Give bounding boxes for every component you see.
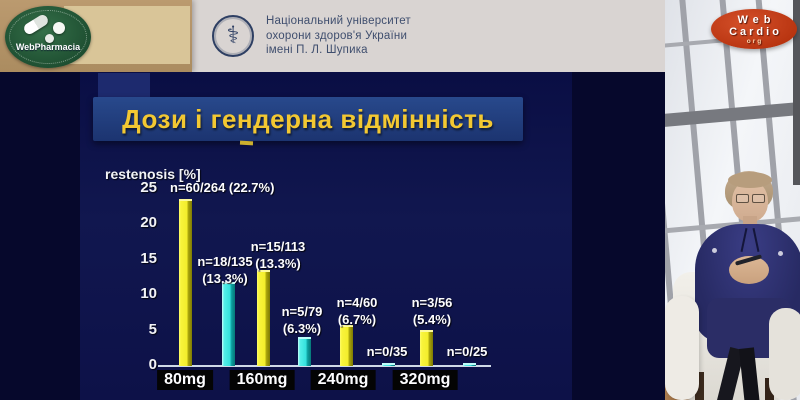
glasses-icon xyxy=(734,194,766,203)
slide-title: Дози і гендерна відмінність xyxy=(122,103,494,134)
bar-240mg-yellow xyxy=(340,325,353,366)
university-emblem-icon: ⚕ xyxy=(212,14,254,57)
webcardio-line2: Cardio xyxy=(729,25,782,38)
chair-armrest xyxy=(665,296,699,400)
top-bar: WebPharmacia ⚕ Національний університет … xyxy=(0,0,665,72)
x-label-80mg: 80mg xyxy=(157,370,213,390)
logo-ring xyxy=(9,10,87,64)
university-name-line2: охорони здоров'я України xyxy=(266,29,408,42)
webpharmacia-area: WebPharmacia xyxy=(0,0,192,72)
webpharmacia-logo-icon: WebPharmacia xyxy=(5,6,91,68)
university-name: Національний університет охорони здоров'… xyxy=(266,14,411,58)
bar-label-240mg-yellow: n=4/60 (6.7%) xyxy=(336,295,378,327)
bar-320mg-yellow xyxy=(420,330,433,366)
brooch xyxy=(712,248,717,253)
bar-80mg-yellow xyxy=(179,199,192,366)
title-artifact xyxy=(239,140,254,146)
bar-label-160mg-cyan: n=5/79 (6.3%) xyxy=(281,304,323,336)
bar-label-240mg-cyan: n=0/35 xyxy=(366,344,408,359)
y-tick-15: 15 xyxy=(140,249,157,267)
webpharmacia-label: WebPharmacia xyxy=(15,42,81,52)
y-tick-10: 10 xyxy=(140,285,157,303)
y-axis-label: restenosis [%] xyxy=(105,166,201,182)
webcardio-logo: Web Cardio org xyxy=(711,9,797,49)
y-tick-5: 5 xyxy=(148,320,157,338)
window-frame-edge xyxy=(793,0,800,185)
bar-160mg-cyan xyxy=(298,337,311,366)
chair-leg xyxy=(695,372,704,400)
x-axis-baseline xyxy=(158,365,491,367)
presenter-hair-fringe xyxy=(728,172,772,188)
presenter-video: Web Cardio org xyxy=(665,0,800,400)
university-name-line1: Національний університет xyxy=(266,15,411,27)
bar-label-160mg-yellow: n=15/113 (13.3%) xyxy=(250,239,306,271)
tablet-pill-icon xyxy=(45,34,54,43)
chair-armrest xyxy=(769,308,800,400)
slide-stage: Дози і гендерна відмінність restenosis [… xyxy=(0,72,665,400)
webcardio-line1: Web xyxy=(737,13,776,26)
bar-80mg-cyan xyxy=(222,282,235,366)
university-logo: ⚕ Національний університет охорони здоро… xyxy=(212,14,411,58)
university-name-line3: імені П. Л. Шупика xyxy=(266,44,368,56)
bar-label-320mg-cyan: n=0/25 xyxy=(446,344,488,359)
plot-area: 25 20 15 10 5 0 n=60/264 (22.7%) n=15/113 (13.3… xyxy=(140,179,493,390)
y-tick-0: 0 xyxy=(148,356,157,373)
bar-320mg-cyan xyxy=(463,363,476,366)
webcardio-line3: org xyxy=(746,37,764,45)
bar-label-80mg-yellow: n=60/264 (22.7%) xyxy=(170,180,275,195)
x-label-160mg: 160mg xyxy=(229,370,295,390)
bar-label-320mg-yellow: n=3/56 (5.4%) xyxy=(411,295,453,327)
y-tick-20: 20 xyxy=(140,214,157,232)
bar-240mg-cyan xyxy=(382,363,395,366)
presentation-slide: Дози і гендерна відмінність restenosis [… xyxy=(80,72,572,400)
bar-160mg-yellow xyxy=(257,270,270,366)
y-tick-25: 25 xyxy=(140,179,157,196)
slide-title-banner: Дози і гендерна відмінність xyxy=(93,97,523,141)
x-label-320mg: 320mg xyxy=(392,370,458,390)
brooch xyxy=(778,251,783,256)
bar-label-80mg-cyan: n=18/135 (13.3%) xyxy=(197,254,253,286)
tablet-pill-icon xyxy=(53,22,65,34)
x-label-240mg: 240mg xyxy=(310,370,376,390)
